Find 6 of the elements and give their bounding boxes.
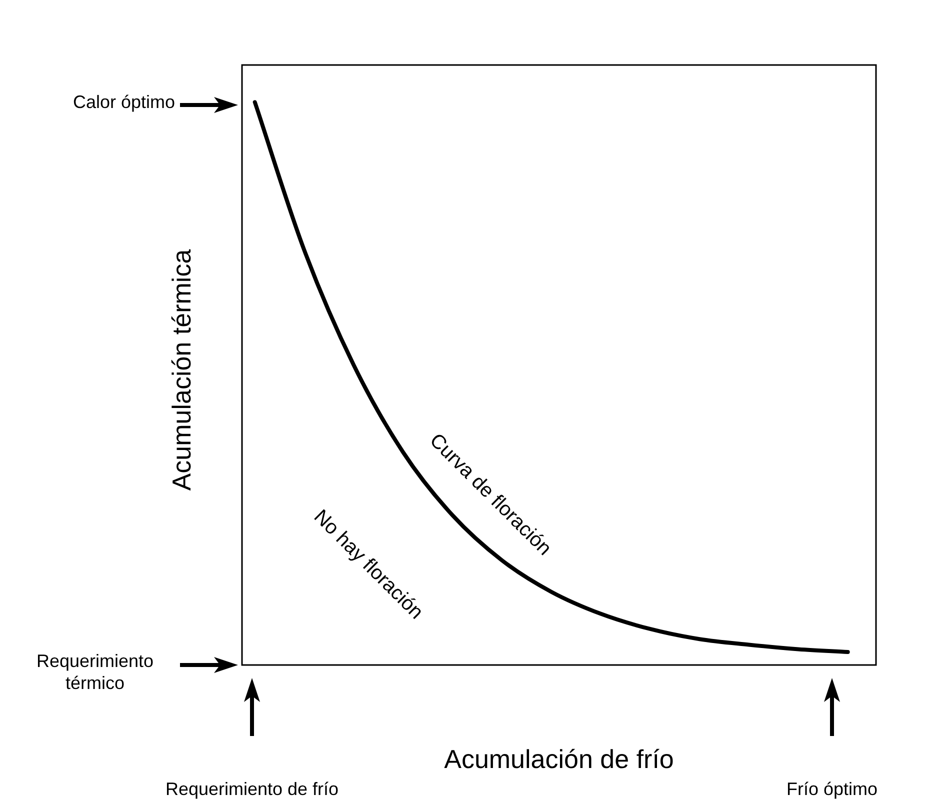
text: Calor óptimo — [72, 92, 175, 113]
y-axis-title: Acumulación térmica — [166, 249, 198, 491]
x-axis-title: Acumulación de frío — [444, 744, 674, 775]
text: Requerimiento de frío — [165, 779, 339, 800]
text: Frío óptimo — [786, 779, 878, 800]
text: Requerimiento térmico — [35, 650, 155, 694]
